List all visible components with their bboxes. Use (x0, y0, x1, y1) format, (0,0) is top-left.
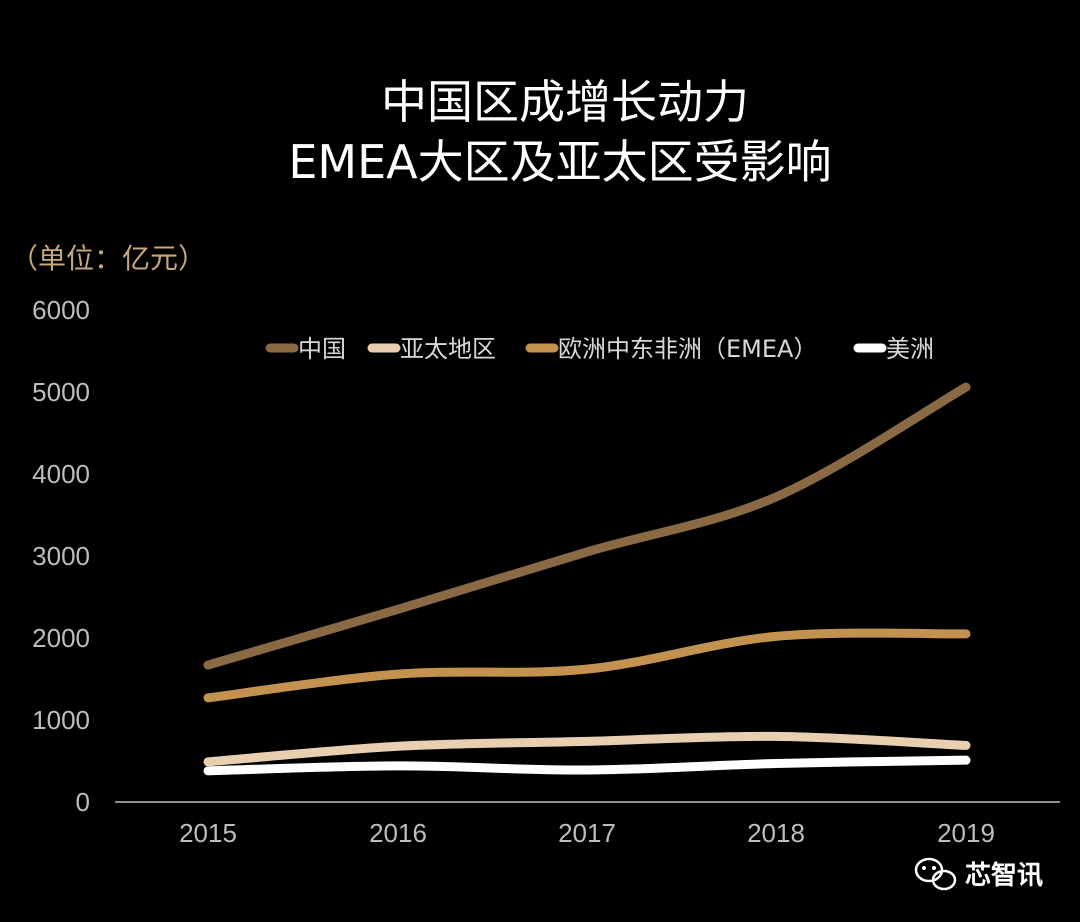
wechat-icon (914, 857, 957, 891)
y-tick-label: 2000 (32, 623, 90, 653)
legend-label: 欧洲中东非洲（EMEA） (558, 335, 817, 363)
y-tick-label: 1000 (32, 705, 90, 735)
legend: 中国 亚太地区 欧洲中东非洲（EMEA） 美洲 (265, 335, 934, 363)
chart-title-line-1: 中国区成增长动力 (381, 75, 749, 129)
x-tick-label: 2016 (369, 818, 427, 848)
legend-label: 亚太地区 (400, 335, 496, 363)
y-tick-label: 0 (76, 787, 90, 817)
legend-label: 美洲 (886, 335, 934, 363)
series-line-0 (203, 382, 971, 670)
x-tick-label: 2019 (937, 818, 995, 848)
unit-label: （单位：亿元） (10, 242, 206, 275)
x-axis-ticks: 2015 2016 2017 2018 2019 (179, 818, 995, 848)
series-line-3 (203, 755, 971, 776)
y-axis-ticks: 0 1000 2000 3000 4000 5000 6000 (32, 295, 90, 817)
series-line-2 (203, 628, 971, 703)
y-tick-label: 3000 (32, 541, 90, 571)
chart-title-line-2: EMEA大区及亚太区受影响 (288, 135, 831, 189)
x-tick-label: 2017 (558, 818, 616, 848)
watermark: 芯智讯 (914, 857, 1043, 891)
x-tick-label: 2018 (747, 818, 805, 848)
legend-label: 中国 (298, 335, 346, 363)
series-lines (203, 382, 971, 776)
x-tick-label: 2015 (179, 818, 237, 848)
watermark-text: 芯智讯 (965, 861, 1043, 891)
y-tick-label: 5000 (32, 377, 90, 407)
y-tick-label: 6000 (32, 295, 90, 325)
y-tick-label: 4000 (32, 459, 90, 489)
